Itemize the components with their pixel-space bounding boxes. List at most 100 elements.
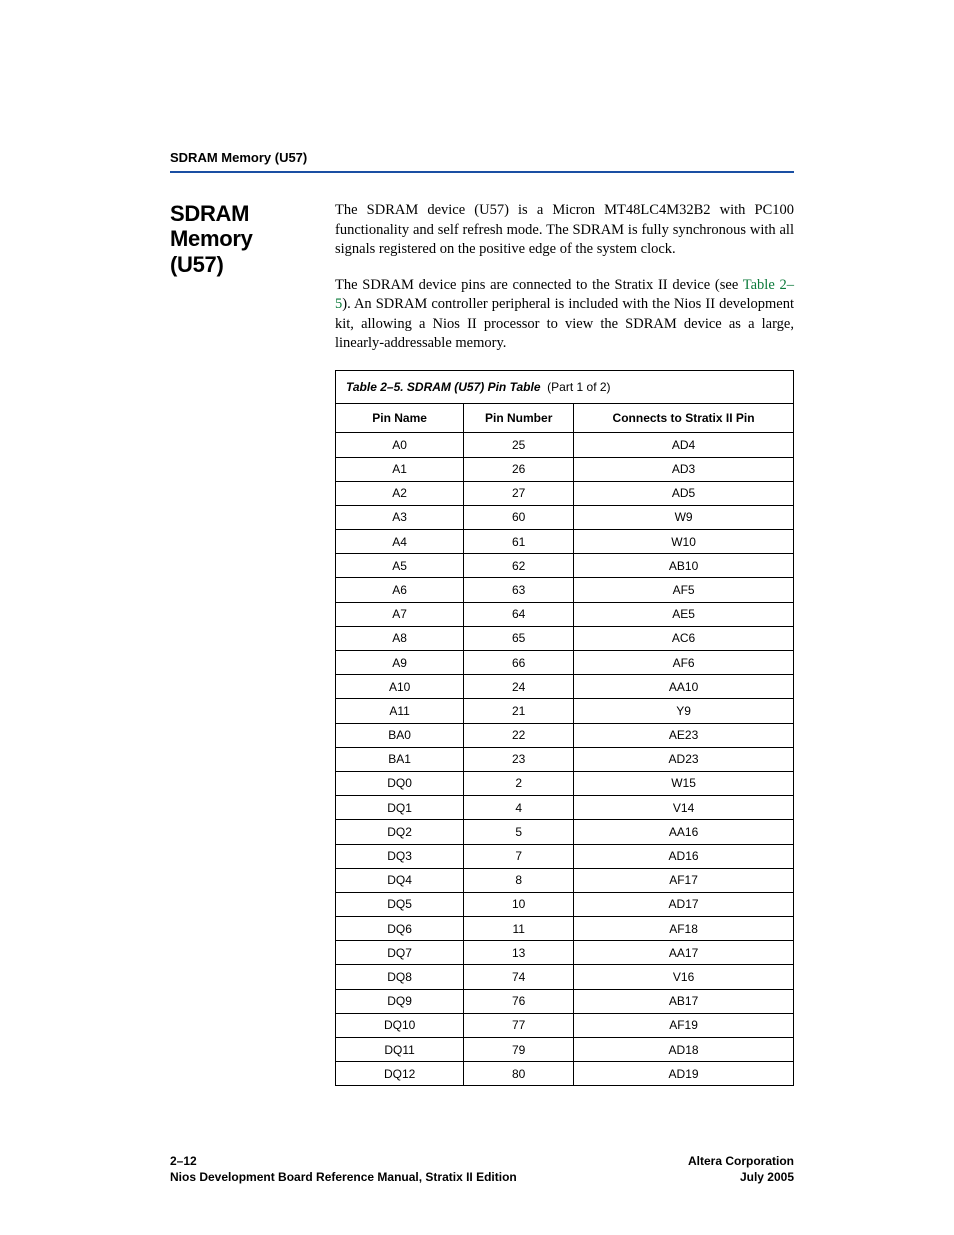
table-row: DQ37AD16: [336, 844, 794, 868]
table-row: A1121Y9: [336, 699, 794, 723]
body-column: The SDRAM device (U57) is a Micron MT48L…: [335, 201, 794, 1086]
table-body: A025AD4A126AD3A227AD5A360W9A461W10A562AB…: [336, 433, 794, 1086]
table-cell: W10: [574, 530, 794, 554]
table-cell: 77: [464, 1013, 574, 1037]
table-caption-row: Table 2–5. SDRAM (U57) Pin Table (Part 1…: [336, 370, 794, 403]
table-cell: 60: [464, 505, 574, 529]
table-row: DQ25AA16: [336, 820, 794, 844]
table-row: DQ1179AD18: [336, 1038, 794, 1062]
table-cell: A1: [336, 457, 464, 481]
table-cell: AD19: [574, 1062, 794, 1086]
table-row: A966AF6: [336, 651, 794, 675]
table-row: BA123AD23: [336, 747, 794, 771]
footer-right: Altera Corporation July 2005: [688, 1153, 794, 1185]
table-cell: A4: [336, 530, 464, 554]
table-cell: AB10: [574, 554, 794, 578]
table-row: A227AD5: [336, 481, 794, 505]
table-cell: 24: [464, 675, 574, 699]
table-cell: BA1: [336, 747, 464, 771]
table-row: A764AE5: [336, 602, 794, 626]
para2-post: ). An SDRAM controller peripheral is inc…: [335, 296, 794, 351]
table-cell: 8: [464, 868, 574, 892]
para2-pre: The SDRAM device pins are connected to t…: [335, 277, 743, 293]
table-cell: A2: [336, 481, 464, 505]
table-cell: A0: [336, 433, 464, 457]
caption-part: (Part 1 of 2): [547, 380, 610, 394]
table-cell: DQ1: [336, 796, 464, 820]
table-cell: DQ2: [336, 820, 464, 844]
paragraph-1: The SDRAM device (U57) is a Micron MT48L…: [335, 201, 794, 260]
table-cell: 2: [464, 771, 574, 795]
table-cell: 65: [464, 626, 574, 650]
table-cell: 66: [464, 651, 574, 675]
table-cell: AD16: [574, 844, 794, 868]
footer-date: July 2005: [740, 1170, 794, 1184]
table-cell: 26: [464, 457, 574, 481]
table-row: A025AD4: [336, 433, 794, 457]
table-row: DQ1280AD19: [336, 1062, 794, 1086]
table-cell: AF6: [574, 651, 794, 675]
table-cell: A8: [336, 626, 464, 650]
table-row: DQ510AD17: [336, 892, 794, 916]
table-cell: AF17: [574, 868, 794, 892]
table-cell: 21: [464, 699, 574, 723]
table-row: A461W10: [336, 530, 794, 554]
heading-line2: (U57): [170, 252, 224, 277]
table-row: DQ1077AF19: [336, 1013, 794, 1037]
table-cell: DQ3: [336, 844, 464, 868]
table-row: DQ14V14: [336, 796, 794, 820]
table-cell: DQ7: [336, 941, 464, 965]
table-cell: V16: [574, 965, 794, 989]
table-row: DQ874V16: [336, 965, 794, 989]
table-cell: DQ4: [336, 868, 464, 892]
table-cell: A9: [336, 651, 464, 675]
table-cell: 80: [464, 1062, 574, 1086]
table-cell: 25: [464, 433, 574, 457]
table-cell: A11: [336, 699, 464, 723]
table-cell: 10: [464, 892, 574, 916]
table-row: A663AF5: [336, 578, 794, 602]
table-cell: AD3: [574, 457, 794, 481]
table-cell: DQ8: [336, 965, 464, 989]
table-cell: W15: [574, 771, 794, 795]
document-page: SDRAM Memory (U57) SDRAM Memory (U57) Th…: [0, 0, 954, 1235]
table-cell: V14: [574, 796, 794, 820]
table-cell: AF5: [574, 578, 794, 602]
pin-table: Table 2–5. SDRAM (U57) Pin Table (Part 1…: [335, 370, 794, 1086]
table-cell: DQ0: [336, 771, 464, 795]
table-cell: 76: [464, 989, 574, 1013]
footer-page-num: 2–12: [170, 1154, 197, 1168]
table-cell: AC6: [574, 626, 794, 650]
table-cell: 74: [464, 965, 574, 989]
table-cell: 62: [464, 554, 574, 578]
table-cell: 11: [464, 917, 574, 941]
table-header-row: Pin Name Pin Number Connects to Stratix …: [336, 404, 794, 433]
table-row: A865AC6: [336, 626, 794, 650]
table-cell: W9: [574, 505, 794, 529]
table-cell: 23: [464, 747, 574, 771]
table-cell: DQ9: [336, 989, 464, 1013]
table-cell: 27: [464, 481, 574, 505]
content-row: SDRAM Memory (U57) The SDRAM device (U57…: [170, 201, 794, 1086]
table-cell: AE5: [574, 602, 794, 626]
page-footer: 2–12 Nios Development Board Reference Ma…: [170, 1153, 794, 1185]
section-heading: SDRAM Memory (U57): [170, 201, 335, 277]
table-cell: AD4: [574, 433, 794, 457]
col-pin-number: Pin Number: [464, 404, 574, 433]
table-cell: A5: [336, 554, 464, 578]
table-cell: AD23: [574, 747, 794, 771]
table-cell: DQ11: [336, 1038, 464, 1062]
table-cell: AD17: [574, 892, 794, 916]
table-cell: AE23: [574, 723, 794, 747]
col-connects: Connects to Stratix II Pin: [574, 404, 794, 433]
table-cell: AA17: [574, 941, 794, 965]
table-row: A126AD3: [336, 457, 794, 481]
table-cell: 61: [464, 530, 574, 554]
table-cell: 79: [464, 1038, 574, 1062]
table-row: DQ48AF17: [336, 868, 794, 892]
table-caption: Table 2–5. SDRAM (U57) Pin Table (Part 1…: [336, 370, 794, 403]
table-cell: A7: [336, 602, 464, 626]
table-cell: A3: [336, 505, 464, 529]
table-cell: BA0: [336, 723, 464, 747]
paragraph-2: The SDRAM device pins are connected to t…: [335, 276, 794, 354]
